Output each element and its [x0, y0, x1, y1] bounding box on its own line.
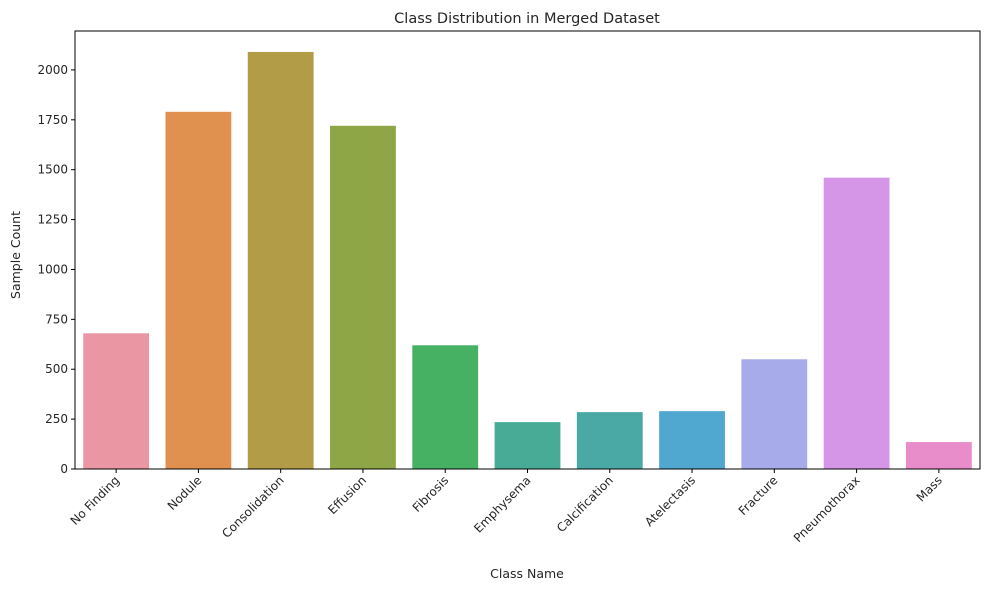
x-tick-label: Calcification [554, 473, 616, 535]
bar-atelectasis [659, 411, 725, 469]
y-tick-label: 500 [45, 362, 68, 376]
bar-consolidation [247, 51, 314, 470]
x-tick-label: Emphysema [471, 473, 533, 535]
x-axis-label: Class Name [490, 566, 564, 581]
bars-group [83, 51, 972, 470]
y-tick-label: 1500 [37, 163, 68, 177]
bar-no-finding [83, 333, 150, 469]
x-tick-label: Atelectasis [642, 473, 698, 529]
chart-title: Class Distribution in Merged Dataset [394, 11, 660, 27]
x-tick-label: Effusion [325, 473, 369, 517]
y-tick-label: 250 [45, 412, 68, 426]
x-tick-label: Fracture [736, 473, 781, 518]
x-tick-label: No Finding [68, 473, 123, 528]
bar-effusion [330, 125, 396, 469]
x-tick-label: Fibrosis [410, 473, 452, 515]
bar-fracture [741, 359, 808, 469]
bar-nodule [165, 111, 232, 469]
y-tick-label: 750 [45, 312, 68, 326]
y-tick-label: 1250 [37, 213, 68, 227]
x-axis: No Finding Nodule Consolidation Effusion Fib… [68, 469, 945, 545]
x-tick-label: Consolidation [219, 473, 287, 541]
bar-mass [905, 442, 972, 469]
x-tick-label: Nodule [165, 473, 205, 513]
bar-pneumothorax [823, 177, 890, 469]
bar-emphysema [494, 422, 561, 469]
y-tick-label: 1000 [37, 262, 68, 276]
y-axis-label: Sample Count [8, 211, 23, 299]
x-tick-label: Mass [914, 473, 945, 504]
y-tick-label: 1750 [37, 113, 68, 127]
x-tick-label: Pneumothorax [791, 473, 863, 545]
bar-fibrosis [412, 345, 479, 469]
plot-frame [74, 30, 981, 470]
bar-calcification [576, 412, 643, 469]
y-axis: 0 250 500 750 1000 1250 1500 1750 2000 [37, 63, 75, 476]
y-tick-label: 2000 [37, 63, 68, 77]
y-tick-label: 0 [60, 462, 68, 476]
